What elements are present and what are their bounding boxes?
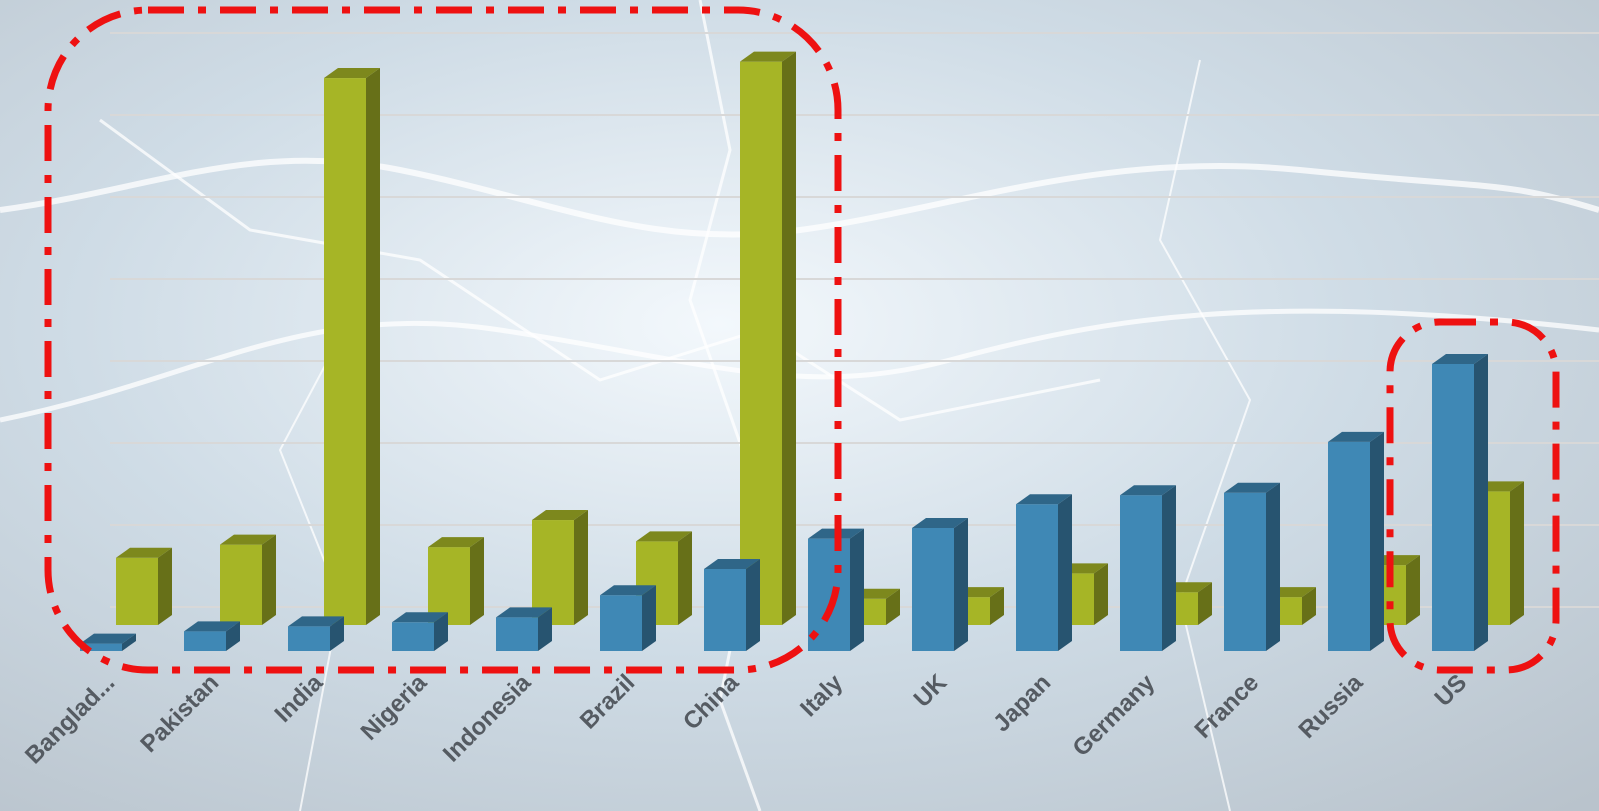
bar-top: [392, 612, 448, 623]
bar-front: [600, 595, 642, 651]
bar-top: [220, 534, 276, 545]
bar-side: [1198, 582, 1212, 625]
bar: [1224, 482, 1280, 651]
bar-side: [434, 612, 448, 651]
bar-top: [600, 585, 656, 596]
bar: [1120, 485, 1176, 651]
bar-front: [1432, 364, 1474, 651]
bar-top: [324, 68, 380, 79]
bar-side: [262, 534, 276, 625]
bar-front: [116, 557, 158, 625]
highlight-box: [1386, 318, 1560, 674]
bar-top: [1432, 354, 1488, 364]
bar-top: [740, 51, 796, 62]
bar-side: [470, 537, 484, 625]
bar-side: [1302, 587, 1316, 625]
bar-front: [392, 622, 434, 651]
bar-side: [366, 68, 380, 625]
bar-top: [428, 537, 484, 548]
bar-front: [324, 78, 366, 625]
bar-side: [954, 518, 968, 651]
bar-top: [532, 510, 588, 521]
bar-front: [1016, 504, 1058, 651]
bar: [184, 621, 240, 651]
bar-front: [1224, 492, 1266, 651]
bar-top: [704, 559, 760, 569]
bar-side: [1094, 563, 1108, 625]
bar: [1328, 431, 1384, 651]
bar-side: [850, 528, 864, 651]
bar-side: [1510, 481, 1524, 625]
bar-top: [116, 547, 172, 558]
bar: [704, 559, 760, 651]
bar-top: [1120, 485, 1176, 496]
bar-front: [704, 569, 746, 651]
bar-side: [1474, 354, 1488, 651]
bar-side: [782, 51, 796, 626]
bar-side: [330, 616, 344, 651]
bar-front: [740, 61, 782, 626]
bar: [740, 51, 796, 626]
bar-front: [220, 544, 262, 625]
bar: [808, 528, 864, 651]
bar-side: [158, 547, 172, 625]
bar-side: [538, 607, 552, 651]
bar-side: [642, 585, 656, 651]
bar: [600, 585, 656, 651]
bar-top: [288, 616, 344, 627]
bar-side: [1266, 482, 1280, 651]
bar-side: [1058, 494, 1072, 651]
bar-front: [184, 631, 226, 651]
bar: [1432, 354, 1488, 651]
bar-side: [886, 588, 900, 625]
bar-top: [1016, 494, 1072, 505]
bar-top: [1328, 431, 1384, 442]
bar-side: [990, 587, 1004, 625]
bar: [496, 607, 552, 651]
bar-front: [1120, 495, 1162, 651]
bar-side: [574, 510, 588, 625]
bar-front: [428, 547, 470, 625]
bar: [392, 612, 448, 651]
bar-top: [1224, 482, 1280, 493]
bar-side: [746, 559, 760, 651]
highlight-box: [44, 6, 842, 674]
bar: [220, 534, 276, 625]
bar: [288, 616, 344, 651]
bar-side: [226, 621, 240, 651]
bar-side: [1406, 555, 1420, 625]
bar: [428, 537, 484, 625]
bar: [912, 518, 968, 651]
bars: [80, 51, 1524, 651]
bar-front: [496, 617, 538, 651]
bar-front: [1328, 441, 1370, 651]
bar-top: [80, 633, 136, 644]
bar-top: [496, 607, 552, 618]
bar-side: [1370, 431, 1384, 651]
bar-front: [912, 528, 954, 651]
highlight-boxes: [44, 6, 1560, 674]
bar-top: [184, 621, 240, 632]
bar-top: [912, 518, 968, 528]
bar: [324, 68, 380, 625]
bar: [1016, 494, 1072, 651]
bar-top: [636, 531, 692, 542]
bar-front: [80, 643, 122, 651]
bar: [116, 547, 172, 625]
bar: [80, 633, 136, 651]
bar-side: [1162, 485, 1176, 651]
bar-side: [678, 531, 692, 625]
bar-side: [122, 633, 136, 651]
bar-front: [288, 626, 330, 651]
